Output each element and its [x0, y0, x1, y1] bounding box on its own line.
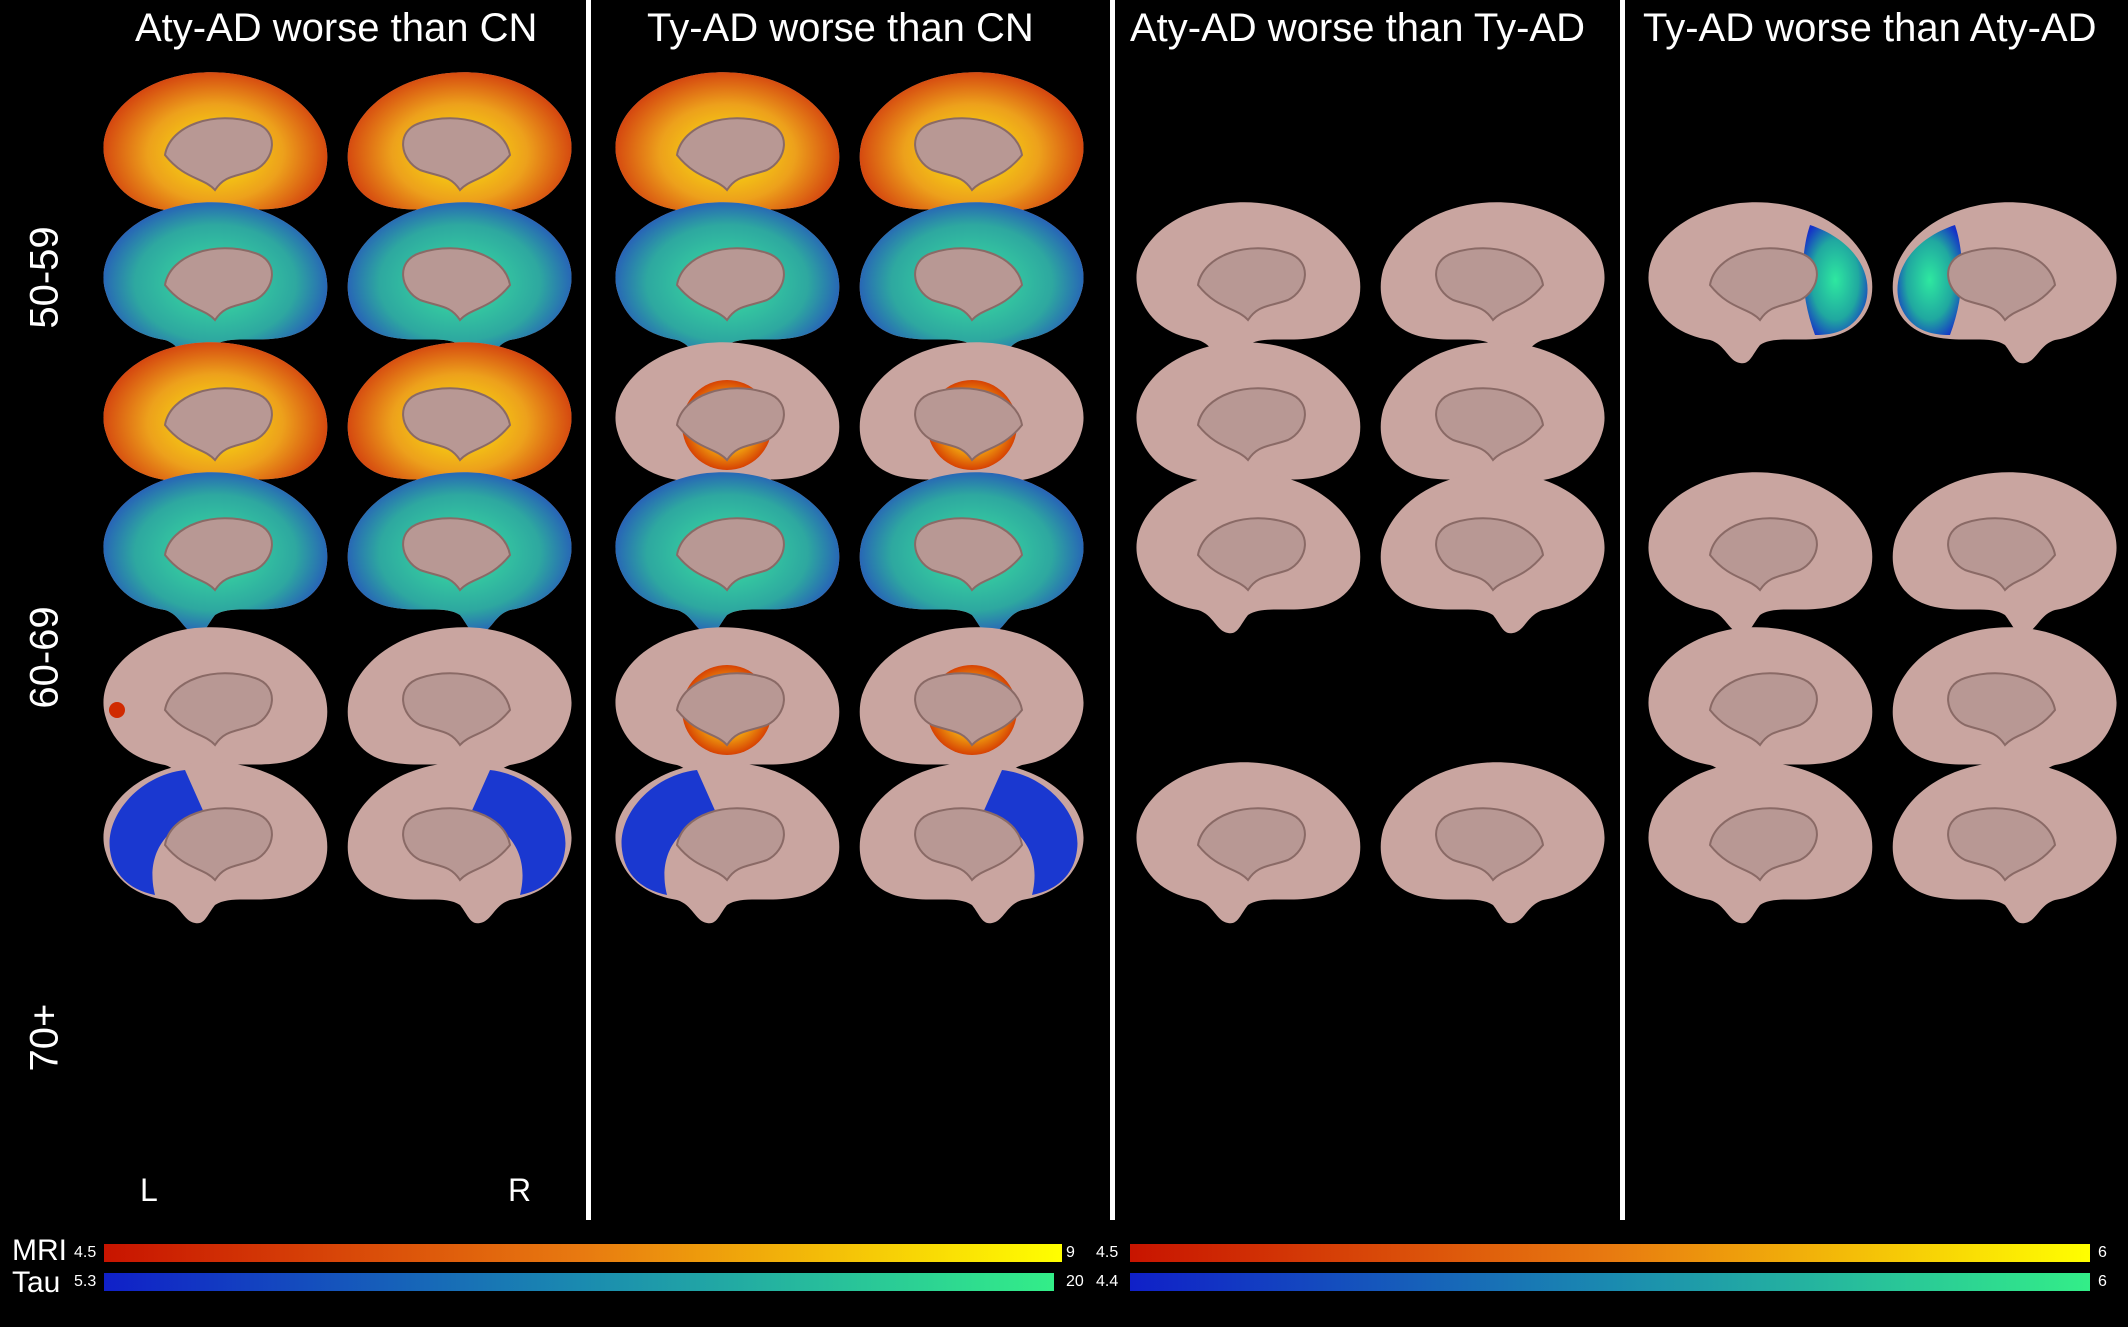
tau-scale-label: Tau: [12, 1266, 61, 1299]
right-mri-max: 6: [2098, 1244, 2107, 1261]
brain-surface-left: [1136, 202, 1361, 364]
brain-surface-grid: [103, 72, 2117, 924]
right-mri-min: 4.5: [1096, 1244, 1119, 1261]
brain-surface-right: [1892, 202, 2117, 364]
brain-surface-left: [103, 472, 328, 634]
column-divider: [586, 0, 591, 1220]
left-hemisphere-label: L: [140, 1172, 158, 1208]
brain-surface-left: [1648, 472, 1873, 634]
brain-surface-right: [347, 627, 572, 789]
brain-surface-left: [615, 762, 840, 924]
left-tau-min: 5.3: [74, 1273, 97, 1290]
column-title-ty-vs-aty: Ty-AD worse than Aty-AD: [1643, 6, 2097, 50]
brain-surface-right: [859, 202, 1084, 364]
brain-surface-right: [347, 762, 572, 924]
brain-surface-right: [1380, 202, 1605, 364]
column-divider: [1620, 0, 1625, 1220]
brain-surface-right: [1892, 472, 2117, 634]
brain-surface-left: [103, 72, 328, 234]
brain-surface-right: [347, 72, 572, 234]
left-tau-colorbar: [104, 1273, 1054, 1291]
brain-surface-right: [347, 202, 572, 364]
brain-surface-left: [615, 342, 840, 504]
right-tau-max: 6: [2098, 1273, 2107, 1290]
column-title-aty-vs-ty: Aty-AD worse than Ty-AD: [1130, 6, 1585, 50]
mri-scale-label: MRI: [12, 1234, 67, 1267]
column-divider: [1110, 0, 1115, 1220]
brain-surface-left: [1648, 202, 1873, 364]
brain-surface-right: [1892, 762, 2117, 924]
left-mri-min: 4.5: [74, 1244, 97, 1261]
brain-surface-right: [859, 342, 1084, 504]
brain-surface-left: [103, 202, 328, 364]
brain-surface-left: [1648, 627, 1873, 789]
brain-surface-right: [859, 762, 1084, 924]
brain-surface-right: [859, 472, 1084, 634]
brain-surface-left: [103, 342, 328, 504]
column-title-aty-vs-cn: Aty-AD worse than CN: [135, 6, 538, 50]
brain-surface-left: [1136, 472, 1361, 634]
brain-surface-left: [615, 472, 840, 634]
brain-surface-right: [1380, 762, 1605, 924]
right-mri-colorbar: [1130, 1244, 2090, 1262]
right-tau-min: 4.4: [1096, 1273, 1119, 1290]
brain-surface-right: [1892, 627, 2117, 789]
right-tau-colorbar: [1130, 1273, 2090, 1291]
brain-surface-left: [1648, 762, 1873, 924]
brain-surface-left: [615, 72, 840, 234]
brain-surface-left: [1136, 762, 1361, 924]
brain-surface-left: [615, 202, 840, 364]
column-title-ty-vs-cn: Ty-AD worse than CN: [647, 6, 1034, 50]
right-hemisphere-label: R: [508, 1172, 532, 1208]
left-mri-max: 9: [1066, 1244, 1075, 1261]
brain-surface-right: [347, 472, 572, 634]
brain-surface-right: [1380, 342, 1605, 504]
brain-surface-right: [859, 72, 1084, 234]
brain-surface-right: [859, 627, 1084, 789]
brain-surface-left: [615, 627, 840, 789]
brain-surface-left: [1136, 342, 1361, 504]
left-mri-colorbar: [104, 1244, 1062, 1262]
brain-surface-right: [1380, 472, 1605, 634]
brain-surface-left: [103, 627, 328, 789]
brain-surface-right: [347, 342, 572, 504]
left-tau-max: 20: [1066, 1273, 1084, 1290]
brain-surface-left: [103, 762, 328, 924]
